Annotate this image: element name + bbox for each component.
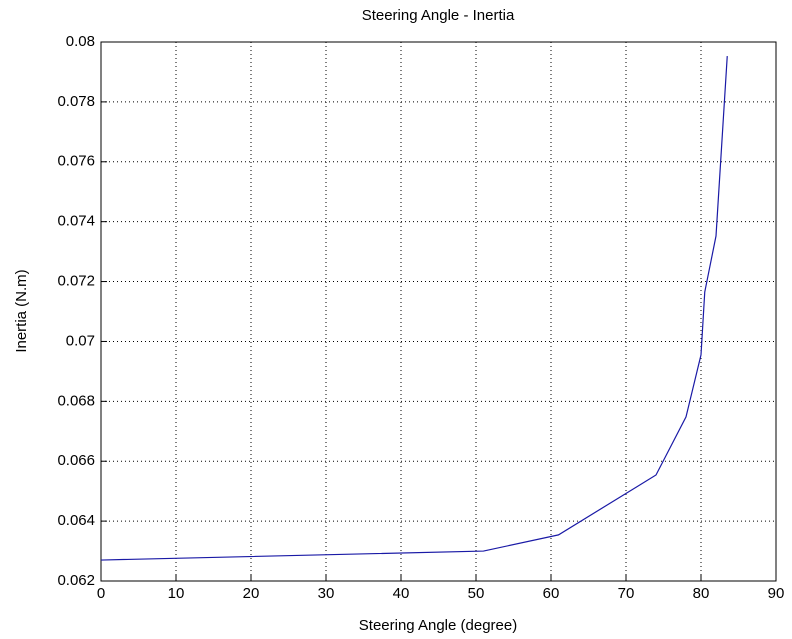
y-tick-label: 0.076 <box>57 153 95 170</box>
data-line <box>100 56 728 561</box>
y-tick-label: 0.066 <box>57 452 95 469</box>
x-tick-label: 40 <box>393 585 410 602</box>
y-tick-label: 0.064 <box>57 512 95 529</box>
y-tick-label: 0.074 <box>57 213 95 230</box>
chart-title: Steering Angle - Inertia <box>362 7 515 24</box>
x-tick-label: 80 <box>693 585 710 602</box>
x-tick-label: 30 <box>318 585 335 602</box>
x-tick-label: 60 <box>543 585 560 602</box>
x-tick-label: 10 <box>168 585 185 602</box>
y-axis-label: Inertia (N.m) <box>13 269 30 352</box>
x-tick-label: 70 <box>618 585 635 602</box>
x-tick-label: 0 <box>97 585 105 602</box>
y-tick-label: 0.078 <box>57 93 95 110</box>
plot-frame <box>100 41 777 582</box>
y-tick-label: 0.08 <box>66 33 95 50</box>
y-tick-label: 0.062 <box>57 572 95 589</box>
y-tick-label: 0.072 <box>57 273 95 290</box>
y-tick-label: 0.07 <box>66 332 95 349</box>
x-axis-label: Steering Angle (degree) <box>359 617 517 634</box>
x-tick-label: 50 <box>468 585 485 602</box>
x-tick-label: 90 <box>768 585 785 602</box>
x-tick-label: 20 <box>243 585 260 602</box>
y-tick-label: 0.068 <box>57 392 95 409</box>
